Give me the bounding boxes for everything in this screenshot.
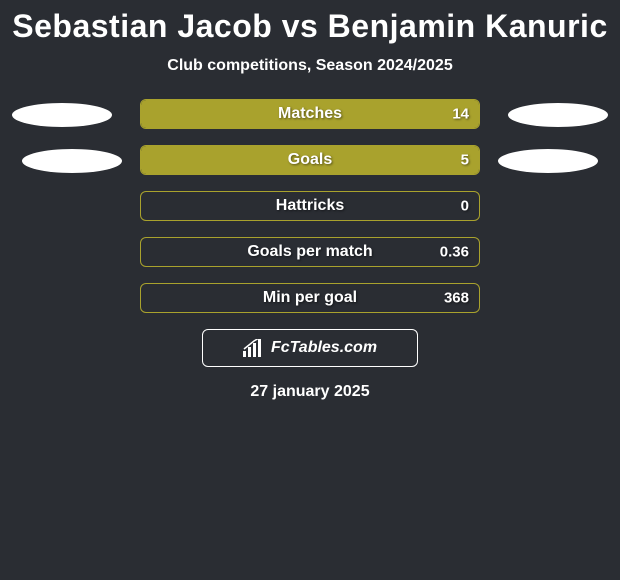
comparison-card: Sebastian Jacob vs Benjamin Kanuric Club… xyxy=(0,0,620,401)
stat-value: 368 xyxy=(444,290,469,307)
bar-chart-icon xyxy=(243,339,265,357)
stat-bar-track: Min per goal 368 xyxy=(140,283,480,313)
stat-row: Matches 14 xyxy=(0,99,620,129)
stat-label: Goals per match xyxy=(247,243,372,261)
stat-value: 0.36 xyxy=(440,244,469,261)
stat-value: 14 xyxy=(452,106,469,123)
stats-section: Matches 14 Goals 5 Hattricks 0 Goals per… xyxy=(0,99,620,313)
stat-label: Matches xyxy=(278,105,342,123)
subtitle: Club competitions, Season 2024/2025 xyxy=(0,57,620,75)
page-title: Sebastian Jacob vs Benjamin Kanuric xyxy=(0,8,620,45)
stat-row: Goals 5 xyxy=(0,145,620,175)
snapshot-date: 27 january 2025 xyxy=(0,383,620,401)
stat-row: Min per goal 368 xyxy=(0,283,620,313)
stat-bar-track: Matches 14 xyxy=(140,99,480,129)
stat-label: Goals xyxy=(288,151,332,169)
stat-bar-track: Goals 5 xyxy=(140,145,480,175)
stat-row: Goals per match 0.36 xyxy=(0,237,620,267)
stat-value: 0 xyxy=(461,198,469,215)
stat-value: 5 xyxy=(461,152,469,169)
brand-text: FcTables.com xyxy=(271,339,377,357)
stat-label: Hattricks xyxy=(276,197,344,215)
stat-label: Min per goal xyxy=(263,289,357,307)
stat-row: Hattricks 0 xyxy=(0,191,620,221)
brand-link[interactable]: FcTables.com xyxy=(202,329,418,367)
stat-bar-track: Hattricks 0 xyxy=(140,191,480,221)
stat-bar-track: Goals per match 0.36 xyxy=(140,237,480,267)
